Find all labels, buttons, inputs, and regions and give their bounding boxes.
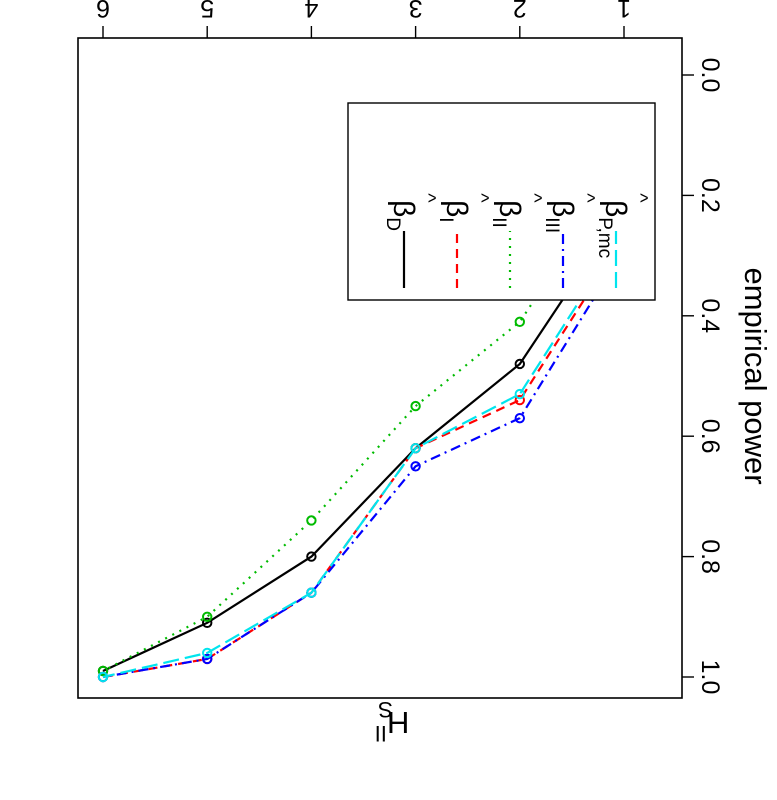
y-tick-label: 0.4	[696, 298, 724, 333]
x-tick-label: 3	[409, 0, 423, 22]
legend-hat-icon: ^	[417, 193, 439, 203]
chart-title-main: H	[387, 705, 409, 740]
data-point	[514, 358, 525, 370]
legend-hat-icon: ^	[523, 193, 545, 203]
y-axis-label: empirical power	[738, 267, 773, 484]
data-point	[410, 461, 421, 472]
chart-title-superscript: II	[375, 721, 387, 746]
y-tick-label: 0.6	[696, 419, 724, 454]
data-point	[97, 671, 109, 683]
data-point	[202, 653, 213, 665]
data-point	[306, 587, 317, 598]
x-tick-label: 5	[200, 0, 214, 22]
axes: 1 2 3 4 5 6 0.0 0.2 0.4 0.6 0.8 1.0	[77, 0, 724, 699]
series-line	[102, 230, 625, 679]
x-tick-label: 6	[96, 0, 110, 22]
legend-label: βP,mc	[594, 200, 632, 258]
plot-frame	[77, 37, 683, 699]
x-tick-label: 2	[513, 0, 527, 22]
labels: empirical power HIIS	[375, 267, 773, 746]
legend-hat-icon: ^	[576, 193, 598, 203]
y-tick-label: 0.2	[696, 178, 724, 213]
data-point	[306, 551, 317, 562]
series-line	[102, 249, 625, 679]
legend: βD^βI^βII^βIII^βP,mc^	[347, 102, 656, 301]
chart-title-subscript: S	[378, 697, 393, 722]
data-point	[514, 316, 525, 328]
data-point	[202, 617, 213, 629]
legend-label: βI	[435, 200, 473, 223]
legend-hat-icon: ^	[629, 193, 651, 203]
data-point	[202, 647, 213, 659]
chart-title: HIIS	[375, 697, 410, 746]
y-tick-label: 0.0	[696, 58, 724, 93]
series-line	[102, 206, 625, 672]
data-point	[514, 394, 525, 406]
legend-hat-icon: ^	[470, 193, 492, 203]
series-lines	[97, 160, 630, 683]
x-tick-label: 4	[304, 0, 318, 22]
data-point	[410, 443, 421, 454]
legend-box	[347, 102, 656, 301]
x-tick-label: 1	[617, 0, 631, 22]
data-point	[410, 400, 421, 412]
data-point	[306, 515, 317, 526]
legend-label: βD	[382, 200, 420, 231]
legend-label: βIII	[541, 200, 579, 233]
y-tick-label: 0.8	[696, 539, 724, 574]
data-point	[514, 388, 525, 400]
legend-label: βII	[488, 200, 526, 228]
data-point	[97, 665, 109, 677]
y-tick-label: 1.0	[696, 660, 724, 695]
data-point	[202, 611, 213, 622]
data-point	[514, 412, 525, 424]
series-line	[102, 236, 625, 679]
